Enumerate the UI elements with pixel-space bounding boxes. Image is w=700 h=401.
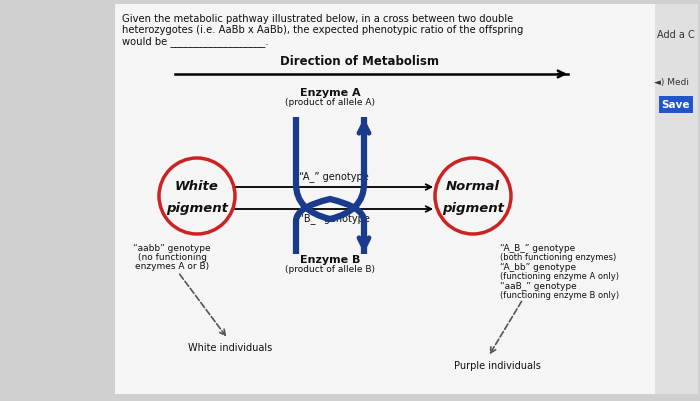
Bar (659, 97, 693, 114)
Text: “aaB_” genotype: “aaB_” genotype (500, 281, 577, 290)
Text: “aabb” genotype: “aabb” genotype (133, 243, 211, 252)
Text: (functioning enzyme A only): (functioning enzyme A only) (500, 271, 619, 280)
Text: (both functioning enzymes): (both functioning enzymes) (500, 252, 616, 261)
Text: Save: Save (662, 100, 690, 110)
Text: (product of allele A): (product of allele A) (285, 98, 375, 107)
Text: Direction of Metabolism: Direction of Metabolism (281, 55, 440, 68)
Text: “A_” genotype: “A_” genotype (299, 171, 369, 182)
Text: White individuals: White individuals (188, 342, 272, 352)
Text: heterozygotes (i.e. AaBb x AaBb), the expected phenotypic ratio of the offspring: heterozygotes (i.e. AaBb x AaBb), the ex… (122, 25, 524, 35)
Text: Normal: Normal (446, 180, 500, 192)
Text: Enzyme B: Enzyme B (300, 254, 360, 264)
Text: ◄) Medi: ◄) Medi (654, 78, 690, 87)
Text: (product of allele B): (product of allele B) (285, 264, 375, 273)
Text: (functioning enzyme B only): (functioning enzyme B only) (500, 290, 619, 299)
Bar (115, 5, 655, 394)
Text: enzymes A or B): enzymes A or B) (135, 261, 209, 270)
Text: Enzyme A: Enzyme A (300, 88, 360, 98)
Text: “B_” genotype: “B_” genotype (299, 213, 370, 223)
Text: Given the metabolic pathway illustrated below, in a cross between two double: Given the metabolic pathway illustrated … (122, 14, 513, 24)
Bar (655, 5, 698, 394)
Text: (no functioning: (no functioning (137, 252, 206, 261)
Text: “A_B_” genotype: “A_B_” genotype (500, 243, 575, 252)
Text: Purple individuals: Purple individuals (454, 360, 540, 370)
Text: Add a C: Add a C (657, 30, 695, 40)
Text: pigment: pigment (442, 201, 504, 215)
Text: “A_bb” genotype: “A_bb” genotype (500, 262, 576, 271)
Text: White: White (175, 180, 219, 192)
Text: would be ___________________.: would be ___________________. (122, 36, 269, 47)
Text: pigment: pigment (166, 201, 228, 215)
